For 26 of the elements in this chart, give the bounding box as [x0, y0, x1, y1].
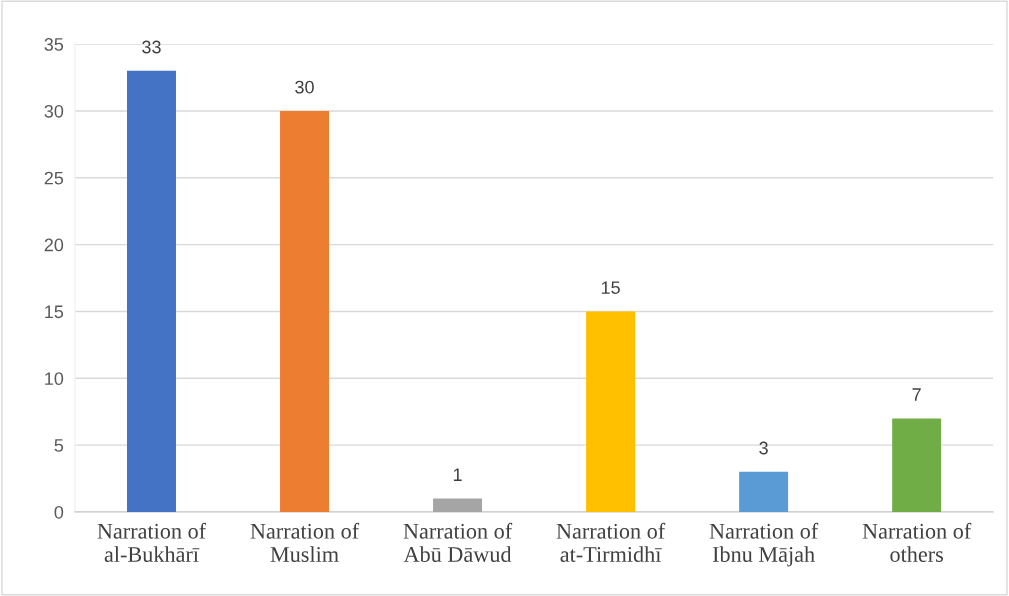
x-tick-label: Narration of Abū Dāwud [403, 522, 513, 562]
bar [892, 418, 942, 512]
data-label: 3 [759, 441, 768, 455]
data-label: 1 [453, 468, 462, 481]
bar [280, 110, 329, 512]
x-tick-label: Narration of at-Tirmidhī [556, 522, 666, 562]
data-label: 33 [142, 40, 161, 54]
y-tick-label: 10 [45, 372, 64, 386]
bar [433, 498, 483, 512]
bar [127, 70, 176, 512]
data-label: 7 [912, 388, 921, 401]
data-label: 30 [295, 80, 314, 94]
y-tick-label: 30 [44, 104, 64, 118]
y-tick-label: 5 [54, 439, 64, 452]
bar [586, 311, 636, 512]
y-tick-label: 0 [54, 505, 64, 519]
x-tick-label: Narration of Ibnu Mājah [709, 522, 819, 567]
bar [739, 471, 789, 512]
data-label: 15 [601, 281, 620, 294]
y-tick-label: 15 [45, 305, 64, 319]
y-tick-label: 20 [44, 238, 64, 252]
x-tick-label: Narration of others [862, 522, 972, 562]
y-tick-label: 25 [44, 171, 64, 185]
x-tick-label: Narration of Muslim [250, 522, 360, 562]
x-tick-label: Narration of al-Bukhārī [97, 522, 207, 562]
y-tick-label: 35 [44, 38, 64, 51]
